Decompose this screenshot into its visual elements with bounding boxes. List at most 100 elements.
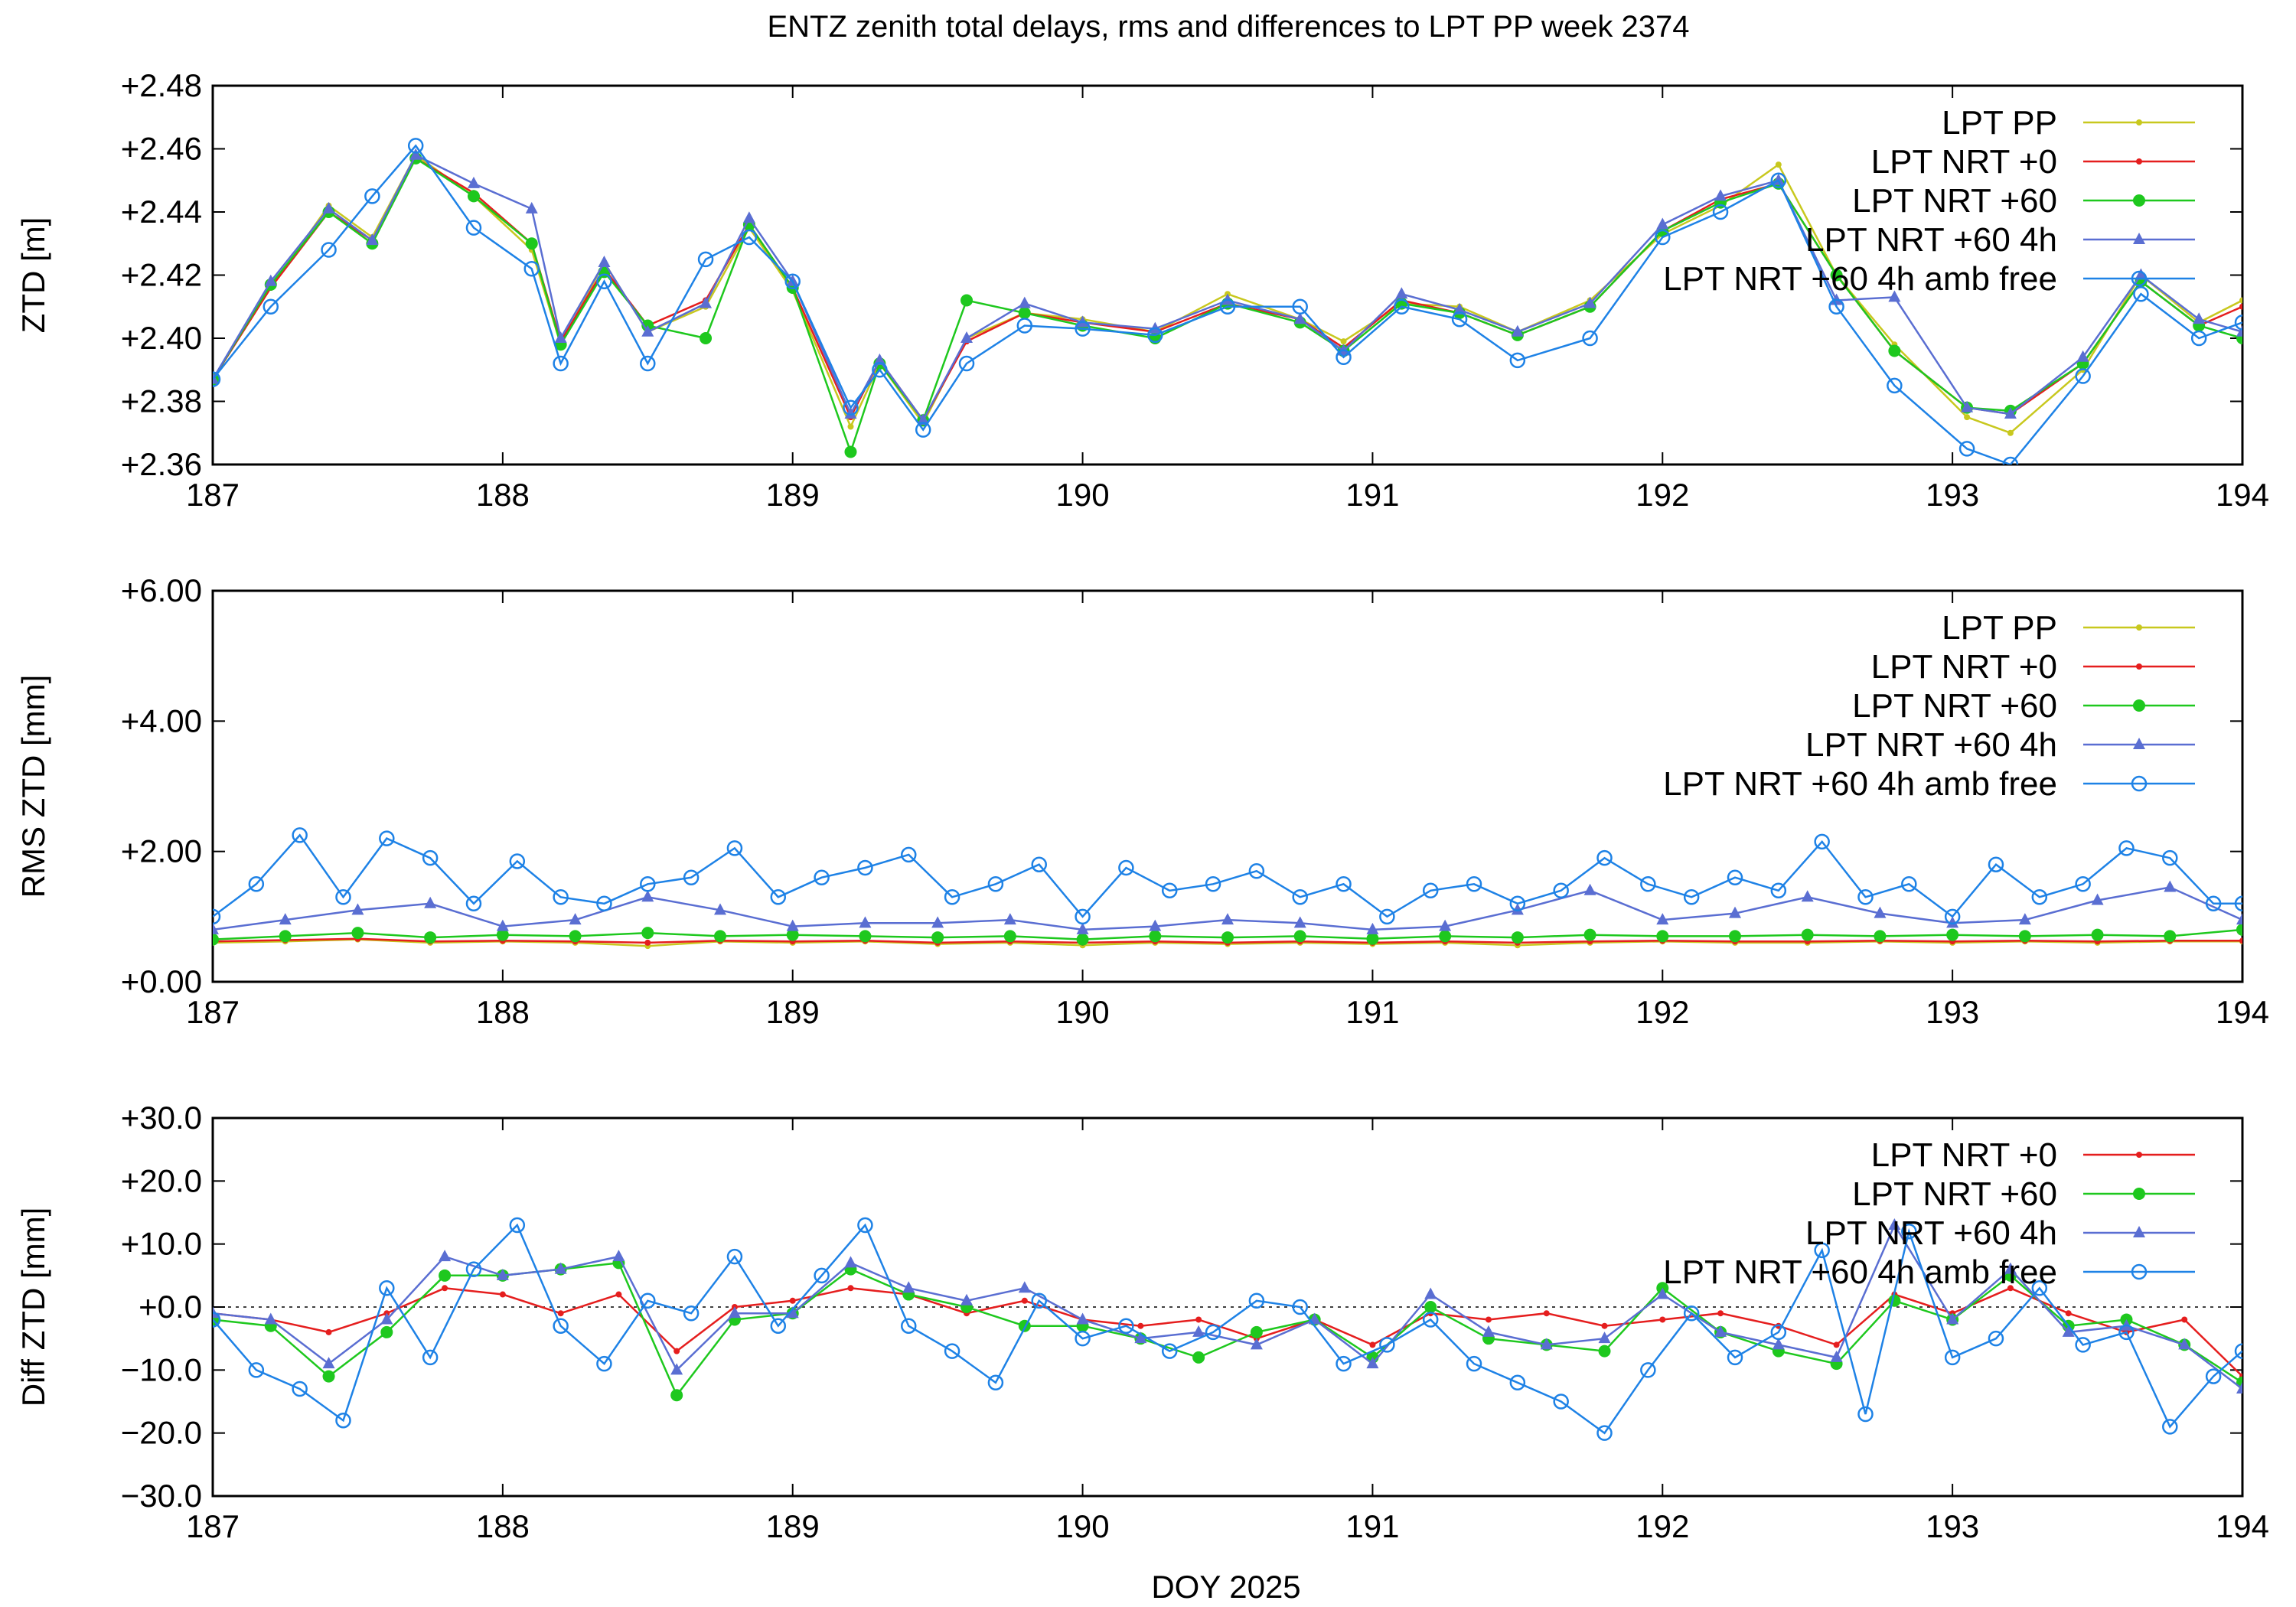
legend-marker-lpt-nrt-60 [2133,699,2145,712]
y-tick-label-diff: +10.0 [121,1226,202,1262]
data-point-lpt-nrt-60 [844,445,857,458]
data-point-lpt-nrt-60-4h-amb-free [987,876,1004,892]
legend-marker-lpt-pp [2136,119,2142,125]
legend-marker-lpt-nrt-0 [2136,158,2142,165]
data-point-lpt-nrt-60 [1003,930,1016,943]
y-tick-label-ztd: +2.48 [121,67,202,103]
data-point-lpt-nrt-60 [1293,930,1306,943]
data-point-lpt-nrt-60 [859,930,872,943]
x-tick-label-rms: 191 [1345,994,1399,1030]
data-point-lpt-nrt-60-4h-amb-free [915,422,931,438]
x-tick-label-diff: 192 [1636,1508,1689,1544]
legend-label-lpt-nrt-60-4h-amb-free: LPT NRT +60 4h amb free [1663,765,2057,803]
x-axis-label: DOY 2025 [1151,1569,1300,1605]
y-tick-label-rms: +6.00 [121,572,202,608]
data-point-lpt-nrt-0 [2181,1316,2188,1323]
data-point-lpt-nrt-60-4h-amb-free [263,298,279,315]
data-point-lpt-nrt-60-4h-amb-free [1770,1324,1787,1341]
series-line-lpt-nrt-60-4h [213,1223,2242,1390]
data-point-lpt-nrt-60-4h [351,903,364,915]
data-point-lpt-nrt-60-4h-amb-free [1640,1362,1656,1378]
data-point-lpt-nrt-0 [2065,1310,2072,1317]
data-point-lpt-nrt-0 [1717,1310,1724,1317]
data-point-lpt-nrt-60-4h [1540,1338,1553,1350]
data-point-lpt-nrt-60-4h [424,896,437,908]
data-point-lpt-nrt-60-4h-amb-free [2162,849,2178,866]
legend-label-lpt-nrt-60: LPT NRT +60 [1852,687,2057,725]
data-point-lpt-nrt-60-4h [1729,906,1741,918]
x-tick-label-rms: 192 [1636,994,1689,1030]
data-point-lpt-nrt-60 [1888,344,1901,357]
data-point-lpt-nrt-60-4h-amb-free [901,1318,917,1334]
data-point-lpt-nrt-60-4h [1018,1281,1031,1293]
data-point-lpt-nrt-60-4h [1366,1357,1379,1369]
data-point-lpt-nrt-0 [644,939,651,946]
data-point-lpt-nrt-60-4h [279,913,292,925]
data-point-lpt-nrt-60-4h-amb-free [596,273,612,289]
data-point-lpt-nrt-60-4h [1076,922,1089,934]
data-point-lpt-nrt-60-4h [1003,913,1016,925]
data-point-lpt-nrt-60 [2236,923,2242,936]
data-point-lpt-nrt-60-4h-amb-free [1509,1374,1526,1391]
data-point-lpt-nrt-60-4h [525,201,538,214]
legend-label-lpt-nrt-60: LPT NRT +60 [1852,182,2057,220]
y-axis-label-rms: RMS ZTD [mm] [15,675,51,898]
legend-label-lpt-nrt-60-4h-amb-free: LPT NRT +60 4h amb free [1663,1253,2057,1291]
data-point-lpt-nrt-60-4h-amb-free [2162,1419,2178,1435]
data-point-lpt-nrt-60-4h-amb-free [1596,1425,1613,1441]
x-tick-label-ztd: 188 [476,477,530,513]
data-point-lpt-nrt-60-4h-amb-free [248,1362,265,1378]
data-point-lpt-nrt-60-4h-amb-free [814,1267,830,1284]
data-point-lpt-nrt-60-4h [1888,290,1901,302]
data-point-lpt-nrt-60-4h [873,353,886,365]
data-point-lpt-nrt-60-4h-amb-free [1655,229,1671,246]
data-point-lpt-nrt-60-4h-amb-free [2075,1337,2091,1353]
y-tick-label-diff: +20.0 [121,1162,202,1198]
x-tick-label-diff: 187 [186,1508,240,1544]
data-point-lpt-nrt-60-4h [1946,1312,1959,1325]
data-point-lpt-nrt-60-4h-amb-free [2118,1324,2135,1341]
data-point-lpt-nrt-0 [557,1310,564,1317]
data-point-lpt-nrt-60-4h [1598,1332,1611,1344]
data-point-lpt-nrt-60-4h [213,372,219,384]
data-point-lpt-nrt-60-4h-amb-free [1727,1349,1743,1366]
data-point-lpt-nrt-60-4h [1076,1312,1089,1325]
data-point-lpt-nrt-60-4h-amb-free [1336,349,1352,365]
data-point-lpt-nrt-60-4h-amb-free [640,876,656,892]
data-point-lpt-nrt-60-4h-amb-free [741,229,758,246]
data-point-lpt-nrt-60-4h-amb-free [1451,311,1468,328]
data-point-lpt-nrt-60 [1250,1325,1263,1338]
data-point-lpt-nrt-60-4h-amb-free [987,1374,1004,1391]
data-point-lpt-nrt-60-4h [714,903,726,915]
data-point-lpt-nrt-0 [789,1297,796,1304]
x-tick-label-rms: 194 [2216,994,2269,1030]
series-lpt-nrt-60-4h [213,148,2242,425]
legend-marker-lpt-nrt-60-4h-amb-free [2131,775,2148,792]
data-point-lpt-nrt-60-4h-amb-free [1031,1292,1047,1309]
data-point-lpt-nrt-60-4h-amb-free [1016,318,1033,334]
data-point-lpt-nrt-60-4h-amb-free [1075,321,1091,337]
data-point-lpt-nrt-60-4h [2004,1262,2017,1274]
data-point-lpt-nrt-60 [1946,928,1959,941]
data-point-lpt-nrt-60-4h [1439,919,1452,931]
data-point-lpt-nrt-60-4h-amb-free [784,273,801,289]
data-point-lpt-nrt-60-4h [728,1306,741,1319]
data-point-lpt-nrt-60-4h-amb-free [422,849,439,866]
data-point-lpt-pp [1775,161,1782,168]
data-point-lpt-nrt-60-4h [1888,1217,1901,1230]
data-point-lpt-nrt-60-4h-amb-free [335,889,351,905]
data-point-lpt-nrt-60-4h-amb-free [553,889,569,905]
data-point-lpt-nrt-60-4h-amb-free [465,895,482,912]
data-point-lpt-nrt-60-4h-amb-free [465,1261,482,1277]
data-point-lpt-nrt-60-4h [641,890,654,902]
data-point-lpt-nrt-60-4h-amb-free [553,1318,569,1334]
x-tick-label-diff: 188 [476,1508,530,1544]
y-tick-label-diff: −10.0 [121,1351,202,1387]
data-point-lpt-nrt-60-4h [409,148,422,160]
data-point-lpt-nrt-60-4h-amb-free [901,846,917,863]
y-tick-label-rms: +2.00 [121,833,202,869]
data-point-lpt-nrt-60-4h-amb-free [523,261,540,277]
data-point-lpt-nrt-0 [442,1285,448,1292]
series-lpt-nrt-60-4h-amb-free [213,827,2242,925]
